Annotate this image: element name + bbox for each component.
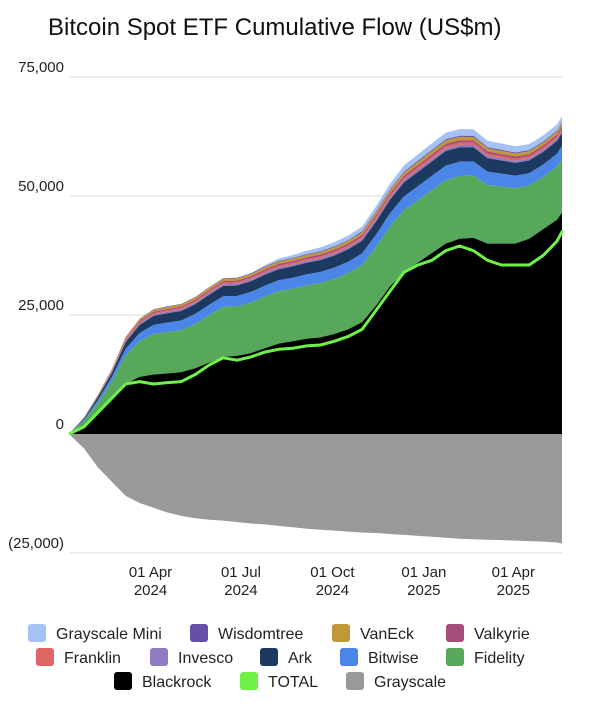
x-tick-label-year: 2024 [134, 582, 167, 599]
legend-label-fidelity: Fidelity [474, 650, 525, 667]
x-tick-label: 01 Jul [221, 564, 261, 581]
area-franklin [70, 128, 562, 433]
x-tick-label-year: 2024 [224, 582, 257, 599]
legend-label-valkyrie: Valkyrie [474, 626, 530, 643]
area-vaneck [70, 123, 562, 433]
y-tick-label: 50,000 [18, 178, 64, 195]
y-tick-label: 25,000 [18, 297, 64, 314]
area-layer [70, 116, 562, 544]
legend-swatch-fidelity [446, 648, 464, 666]
legend-swatch-bitwise [340, 648, 358, 666]
legend-swatch-valkyrie [446, 624, 464, 642]
legend-label-grayscale-mini: Grayscale Mini [56, 626, 162, 643]
legend-label-vaneck: VanEck [360, 626, 415, 643]
legend-swatch-grayscale-mini [28, 624, 46, 642]
legend-label-wisdomtree: Wisdomtree [218, 626, 303, 643]
x-tick-label: 01 Apr [129, 564, 172, 581]
x-tick-label: 01 Oct [310, 564, 355, 581]
legend: Grayscale Mini Wisdomtree VanEck Valkyrie Fr… [28, 624, 530, 691]
x-tick-label: 01 Apr [492, 564, 535, 581]
area-blackrock [70, 212, 562, 434]
x-tick-label: 01 Jan [401, 564, 446, 581]
area-valkyrie [70, 126, 562, 433]
legend-swatch-ark [260, 648, 278, 666]
x-tick-label-year: 2025 [407, 582, 440, 599]
legend-label-franklin: Franklin [64, 650, 121, 667]
legend-swatch-franklin [36, 648, 54, 666]
x-tick-label-year: 2024 [316, 582, 349, 599]
legend-label-grayscale: Grayscale [374, 674, 446, 691]
y-tick-label: 75,000 [18, 59, 64, 76]
legend-swatch-vaneck [332, 624, 350, 642]
legend-swatch-wisdomtree [190, 624, 208, 642]
area-invesco [70, 130, 562, 433]
area-grayscale [70, 434, 562, 544]
x-tick-label-year: 2025 [497, 582, 530, 599]
y-tick-label: 0 [56, 416, 64, 433]
legend-label-ark: Ark [288, 650, 313, 667]
area-grayscale-mini [70, 116, 562, 433]
legend-label-total: TOTAL [268, 674, 318, 691]
chart-title: Bitcoin Spot ETF Cumulative Flow (US$m) [48, 14, 501, 41]
line-total [68, 230, 564, 435]
area-fidelity [70, 158, 562, 434]
legend-swatch-blackrock [114, 672, 132, 690]
legend-swatch-invesco [150, 648, 168, 666]
y-tick-label: (25,000) [8, 535, 64, 552]
legend-label-invesco: Invesco [178, 650, 233, 667]
legend-label-bitwise: Bitwise [368, 650, 419, 667]
line-layer [68, 230, 564, 435]
area-ark [70, 132, 562, 433]
legend-swatch-grayscale [346, 672, 364, 690]
legend-label-blackrock: Blackrock [142, 674, 212, 691]
legend-swatch-total [240, 672, 258, 690]
